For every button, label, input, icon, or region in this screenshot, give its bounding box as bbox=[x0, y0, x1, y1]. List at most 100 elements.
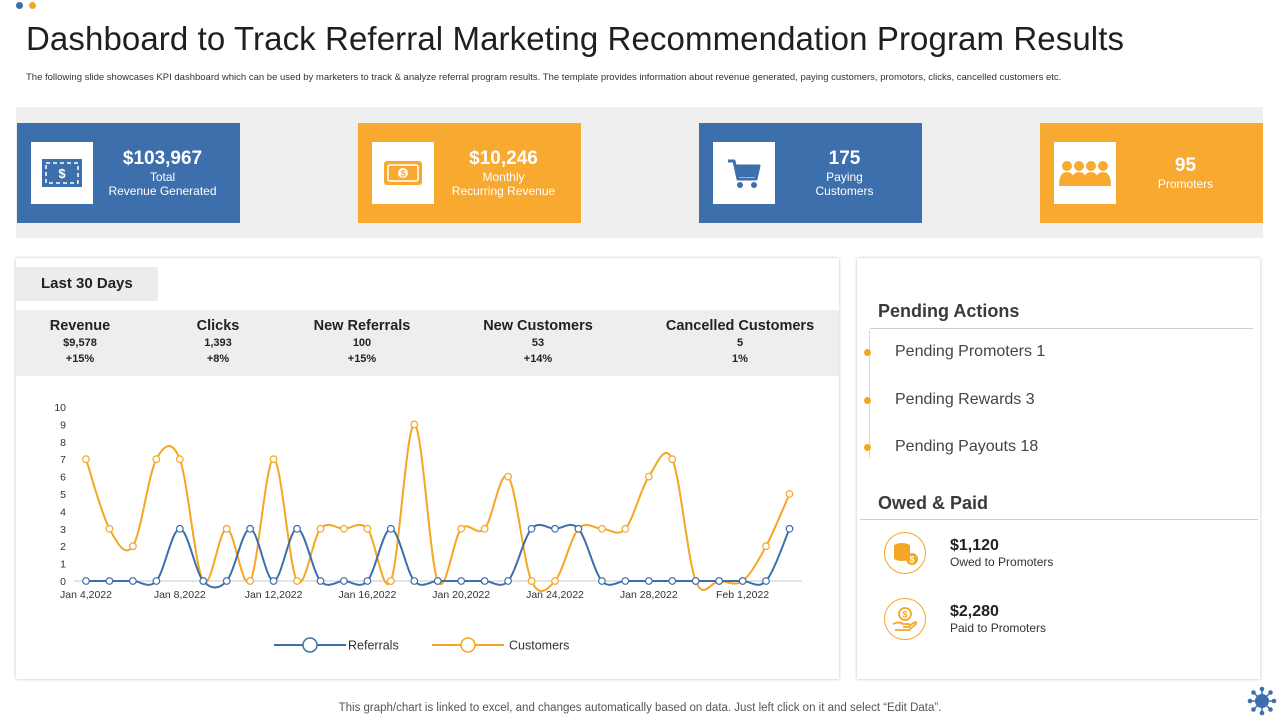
kpi-value: $10,246 bbox=[469, 148, 538, 169]
data-point-customers bbox=[762, 542, 770, 551]
y-tick-label: 8 bbox=[60, 437, 66, 449]
data-point-customers bbox=[785, 490, 794, 498]
gear-icon[interactable] bbox=[1247, 686, 1277, 716]
y-tick-label: 10 bbox=[54, 402, 66, 414]
data-point-customers bbox=[527, 577, 536, 585]
data-point-customers bbox=[644, 472, 653, 481]
series-line-customers bbox=[85, 423, 791, 592]
coins-icon: $ bbox=[884, 532, 926, 574]
kpi-label-line1: Paying bbox=[826, 170, 863, 184]
kpi-card-promoters[interactable]: 95 Promoters bbox=[1040, 123, 1263, 223]
stat-value: $9,578 bbox=[63, 337, 97, 349]
data-point-referrals bbox=[410, 577, 419, 585]
stat-clicks: Clicks 1,393 +8% bbox=[168, 318, 268, 367]
data-point-customers bbox=[269, 455, 278, 464]
owed-to-promoters: $ $1,120 Owed to Promoters bbox=[884, 532, 1053, 574]
data-point-referrals bbox=[293, 524, 301, 533]
svg-text:$: $ bbox=[909, 555, 914, 565]
data-point-referrals bbox=[340, 577, 348, 585]
y-tick-label: 5 bbox=[60, 489, 66, 501]
data-point-customers bbox=[128, 542, 137, 551]
pending-item-label: Pending Payouts 18 bbox=[895, 438, 1039, 455]
data-point-customers bbox=[293, 577, 301, 585]
x-tick-label: Jan 4,2022 bbox=[60, 589, 112, 601]
page-title: Dashboard to Track Referral Marketing Re… bbox=[26, 20, 1125, 57]
stat-new-referrals: New Referrals 100 +15% bbox=[292, 318, 432, 367]
data-point-referrals bbox=[691, 577, 700, 585]
referrals-customers-line-chart[interactable]: 0 1 2 3 4 5 6 7 8 9 10 Jan 4,2022 Jan 8,2022 Jan 12,2… bbox=[16, 390, 826, 670]
x-tick-label: Jan 16,2022 bbox=[338, 589, 396, 601]
data-point-referrals bbox=[621, 577, 630, 585]
x-tick-label: Jan 24,2022 bbox=[526, 589, 584, 601]
stats-band bbox=[16, 310, 839, 376]
kpi-card-paying-customers[interactable]: 175 Paying Customers bbox=[699, 123, 922, 223]
data-point-referrals bbox=[199, 577, 208, 585]
data-point-referrals bbox=[246, 524, 255, 533]
legend-label-referrals: Referrals bbox=[348, 639, 399, 653]
pending-item-label: Pending Promoters 1 bbox=[895, 343, 1046, 360]
x-tick-label: Jan 20,2022 bbox=[432, 589, 490, 601]
pending-payouts-item[interactable]: Pending Payouts 18 bbox=[864, 438, 1038, 456]
stat-label: Clicks bbox=[196, 318, 240, 334]
kpi-label-line2: Customers bbox=[815, 184, 874, 198]
data-point-referrals bbox=[598, 577, 606, 585]
pending-rewards-item[interactable]: Pending Rewards 3 bbox=[864, 391, 1035, 409]
pending-actions-title: Pending Actions bbox=[878, 301, 1020, 321]
data-point-referrals bbox=[175, 524, 184, 533]
footer-note: This graph/chart is linked to excel, and… bbox=[338, 702, 942, 714]
data-point-customers bbox=[386, 577, 395, 585]
svg-text:$: $ bbox=[902, 610, 907, 620]
data-point-referrals bbox=[527, 524, 536, 533]
data-point-referrals bbox=[715, 577, 724, 585]
tab-last-30-days[interactable]: Last 30 Days bbox=[16, 267, 158, 301]
data-point-customers bbox=[82, 455, 90, 464]
cart-icon bbox=[713, 142, 775, 204]
data-point-referrals bbox=[762, 577, 770, 585]
data-point-referrals bbox=[269, 577, 278, 585]
kpi-label-line1: Total bbox=[149, 170, 176, 184]
blue-dot bbox=[16, 2, 23, 9]
svg-text:$: $ bbox=[58, 166, 66, 181]
stat-value: 1,393 bbox=[204, 337, 232, 349]
stat-label: Revenue bbox=[49, 318, 111, 334]
paid-label: Paid to Promoters bbox=[950, 621, 1047, 635]
data-point-customers bbox=[504, 472, 513, 481]
stat-label: Cancelled Customers bbox=[665, 318, 815, 334]
y-tick-label: 2 bbox=[60, 541, 66, 553]
owed-label: Owed to Promoters bbox=[950, 555, 1054, 569]
group-icon bbox=[1054, 142, 1116, 204]
paid-to-promoters: $ $2,280 Paid to Promoters bbox=[884, 598, 1046, 640]
timeline-line bbox=[869, 330, 870, 458]
data-point-customers bbox=[316, 524, 325, 533]
pending-promoters-item[interactable]: Pending Promoters 1 bbox=[864, 343, 1045, 361]
data-point-customers bbox=[551, 577, 559, 585]
data-point-customers bbox=[222, 524, 231, 533]
data-point-referrals bbox=[738, 577, 747, 585]
kpi-value: 95 bbox=[1174, 155, 1197, 176]
y-tick-label: 9 bbox=[60, 419, 66, 431]
kpi-card-monthly-recurring-revenue[interactable]: $ $10,246 Monthly Recurring Revenue bbox=[358, 123, 581, 223]
data-point-customers bbox=[105, 524, 114, 533]
data-point-referrals bbox=[433, 577, 442, 585]
pending-item-label: Pending Rewards 3 bbox=[895, 391, 1035, 408]
data-point-referrals bbox=[574, 524, 583, 533]
paid-value: $2,280 bbox=[950, 603, 999, 620]
data-point-referrals bbox=[785, 524, 794, 533]
kpi-value: $103,967 bbox=[122, 148, 203, 169]
data-point-referrals bbox=[668, 577, 677, 585]
data-point-customers bbox=[246, 577, 255, 585]
stat-value: 5 bbox=[736, 337, 744, 349]
stat-change: +8% bbox=[206, 353, 230, 365]
x-tick-label: Jan 8,2022 bbox=[154, 589, 206, 601]
data-point-customers bbox=[175, 455, 184, 464]
y-tick-label: 6 bbox=[60, 472, 66, 484]
legend-label-customers: Customers bbox=[509, 639, 569, 653]
data-point-customers bbox=[480, 524, 489, 533]
data-point-referrals bbox=[316, 577, 325, 585]
stat-value: 100 bbox=[352, 337, 372, 349]
data-point-customers bbox=[363, 524, 372, 533]
dollar-bill-icon: $ bbox=[31, 142, 93, 204]
bullet-dot bbox=[864, 443, 871, 451]
data-point-referrals bbox=[152, 577, 161, 585]
kpi-card-total-revenue[interactable]: $ $103,967 Total Revenue Generated bbox=[17, 123, 240, 223]
